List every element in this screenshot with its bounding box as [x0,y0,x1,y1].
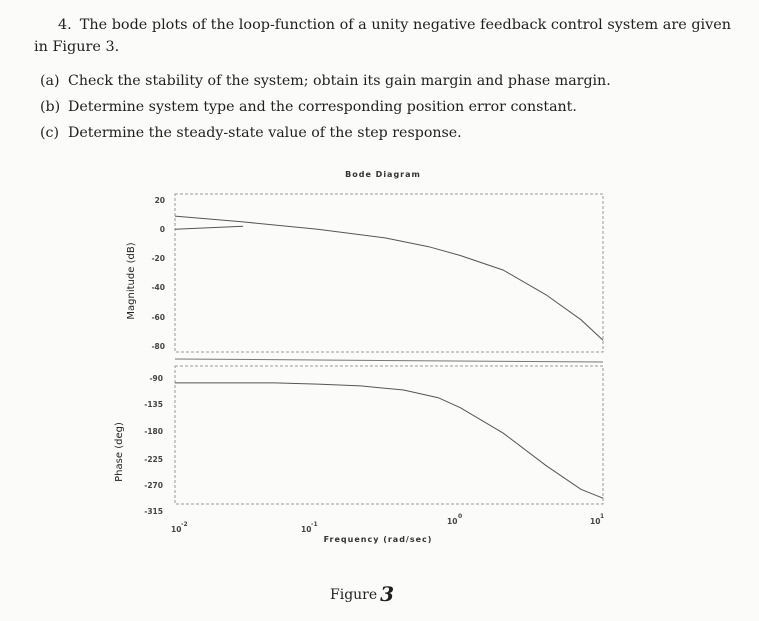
mag-tick-label: -80 [151,342,165,351]
part-b: (b) Determine system type and the corresp… [40,94,611,120]
part-c: (c) Determine the steady-state value of t… [40,120,611,146]
part-text: Determine system type and the correspond… [68,99,577,115]
xtick-base: 10 [447,517,457,526]
xtick-exp: 0 [458,513,462,520]
panel-divider [174,358,604,363]
x-axis-label: Frequency (rad/sec) [324,535,433,544]
part-text: Determine the steady-state value of the … [68,125,462,141]
xtick-1e-2: 10 -2 [171,521,188,534]
figure-caption: Figure 3 [330,580,395,606]
magnitude-axis-label: Magnitude (dB) [126,242,137,319]
phase-yticks: -90 -135 -180 -225 -270 -315 [144,374,163,516]
mag-tick-label: 20 [155,196,165,205]
chart-title: Bode Diagram [345,170,421,179]
mag-tick-label: 0 [160,225,165,234]
problem-text-line1: The bode plots of the loop-function of a… [79,17,732,33]
xtick-base: 10 [171,525,181,534]
magnitude-yticks: 20 0 -20 -40 -60 -80 [151,196,165,351]
phase-tick-label: -135 [144,400,163,409]
xtick-exp: -2 [181,521,188,528]
phase-tick-label: -90 [149,374,163,383]
magnitude-curve [174,215,604,341]
phase-axis-label: Phase (deg) [114,422,125,482]
magnitude-low-segment [174,225,244,230]
phase-panel-frame [174,365,604,505]
problem-statement: 4. The bode plots of the loop-function of… [34,14,754,58]
xtick-1e-1: 10 -1 [301,521,318,534]
part-tag: (c) [40,125,60,141]
xtick-base: 10 [301,525,311,534]
mag-tick-label: -60 [151,313,165,322]
x-ticks: 10 -2 10 -1 10 0 10 1 [171,513,604,534]
xtick-1e1: 10 1 [590,513,604,526]
phase-tick-label: -315 [144,507,163,516]
problem-text-line2: in Figure 3. [34,39,120,55]
magnitude-panel-frame [174,193,604,353]
figure-caption-number: 3 [380,582,395,606]
mag-tick-label: -40 [151,283,165,292]
problem-parts: (a) Check the stability of the system; ob… [40,68,611,146]
part-a: (a) Check the stability of the system; ob… [40,68,611,94]
xtick-base: 10 [590,517,600,526]
problem-number: 4. [58,17,72,33]
phase-tick-label: -180 [144,427,163,436]
mag-tick-label: -20 [151,254,165,263]
phase-tick-label: -225 [144,455,163,464]
part-tag: (b) [40,99,61,115]
xtick-exp: 1 [600,513,604,520]
figure-caption-label: Figure [330,587,378,603]
phase-tick-label: -270 [144,481,163,490]
xtick-exp: -1 [311,521,318,528]
xtick-1e0: 10 0 [447,513,462,526]
phase-curve [175,382,604,499]
part-text: Check the stability of the system; obtai… [68,73,611,89]
part-tag: (a) [40,73,60,89]
